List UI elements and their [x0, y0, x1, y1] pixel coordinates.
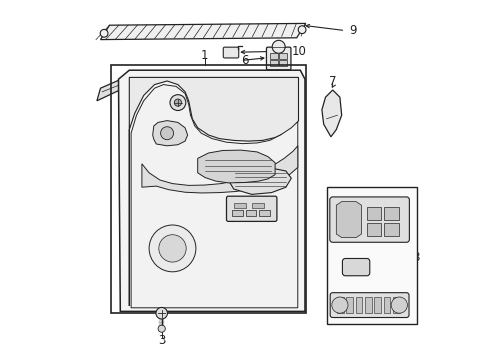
Bar [245, 210, 256, 216]
Bar [326, 187, 416, 324]
Circle shape [331, 297, 347, 313]
Bar [383, 297, 389, 313]
Circle shape [298, 26, 305, 33]
Bar [233, 203, 246, 208]
Polygon shape [131, 85, 297, 308]
Circle shape [272, 40, 285, 53]
Polygon shape [197, 150, 275, 183]
Polygon shape [336, 202, 361, 238]
Bar [259, 210, 269, 216]
Text: 7: 7 [328, 75, 336, 87]
Text: 6: 6 [241, 54, 248, 67]
Bar [111, 65, 305, 313]
Bar [346, 297, 352, 313]
Bar [336, 297, 343, 313]
Polygon shape [152, 121, 187, 146]
Text: 2: 2 [145, 91, 152, 104]
Bar [279, 60, 286, 66]
Polygon shape [97, 76, 129, 101]
Text: 4: 4 [242, 150, 249, 163]
FancyBboxPatch shape [329, 293, 408, 318]
Bar [269, 60, 277, 66]
Bar [355, 297, 362, 313]
Polygon shape [228, 167, 291, 194]
FancyBboxPatch shape [266, 47, 290, 70]
Circle shape [170, 95, 185, 111]
FancyBboxPatch shape [329, 197, 408, 242]
Circle shape [156, 307, 167, 319]
Circle shape [174, 99, 181, 106]
Text: 9: 9 [348, 24, 356, 37]
Polygon shape [101, 23, 305, 40]
Polygon shape [142, 146, 297, 193]
Bar [384, 207, 398, 220]
Circle shape [160, 127, 173, 140]
FancyBboxPatch shape [226, 196, 276, 221]
Text: 3: 3 [158, 334, 165, 347]
Circle shape [158, 325, 165, 332]
Text: 1: 1 [201, 49, 208, 62]
Polygon shape [321, 90, 341, 137]
Circle shape [390, 297, 407, 313]
Bar [231, 210, 242, 216]
Bar [374, 297, 380, 313]
FancyBboxPatch shape [223, 47, 238, 58]
Polygon shape [129, 77, 298, 306]
Bar [365, 297, 371, 313]
Circle shape [100, 30, 108, 37]
FancyBboxPatch shape [342, 258, 369, 276]
Bar [366, 223, 381, 236]
Bar [251, 203, 264, 208]
Text: 11: 11 [136, 79, 151, 92]
Text: 5: 5 [199, 210, 206, 222]
Bar [279, 53, 286, 59]
Bar [392, 297, 399, 313]
Bar [269, 53, 277, 59]
Text: 10: 10 [291, 45, 305, 58]
Bar [384, 223, 398, 236]
Circle shape [159, 235, 186, 262]
Text: 8: 8 [411, 251, 418, 264]
Bar [366, 207, 381, 220]
Circle shape [149, 225, 196, 272]
Polygon shape [118, 70, 305, 311]
